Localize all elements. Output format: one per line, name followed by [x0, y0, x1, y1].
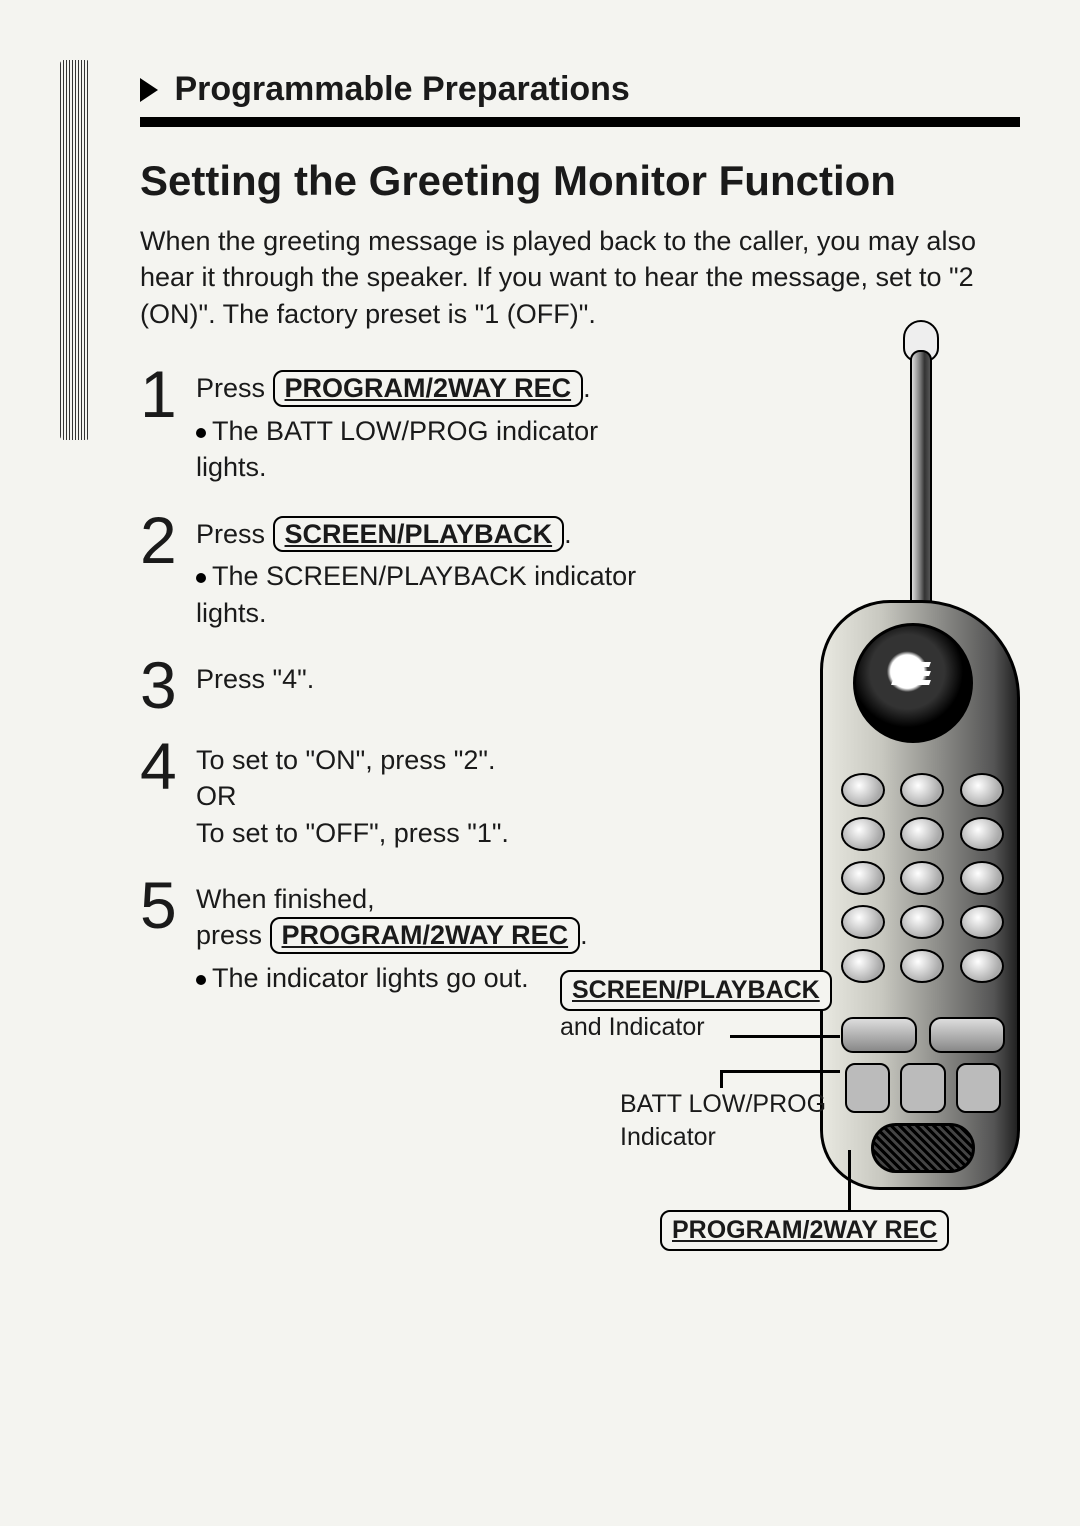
program-2way-rec-button-label: PROGRAM/2WAY REC [660, 1210, 949, 1251]
key [900, 773, 944, 807]
key [900, 817, 944, 851]
step-body: Press SCREEN/PLAYBACK. The SCREEN/PLAYBA… [196, 514, 650, 631]
key [841, 905, 885, 939]
step-1: 1 Press PROGRAM/2WAY REC. The BATT LOW/P… [140, 368, 650, 485]
steps-list: 1 Press PROGRAM/2WAY REC. The BATT LOW/P… [140, 368, 650, 996]
step-number: 5 [140, 879, 196, 996]
step-3: 3 Press "4". [140, 659, 650, 712]
step-suffix: . [580, 920, 588, 950]
callout-program-2way-rec: PROGRAM/2WAY REC [660, 1210, 949, 1251]
step-text: Press [196, 519, 273, 549]
sp-key [900, 1063, 945, 1113]
bullet-text: The SCREEN/PLAYBACK indicator lights. [196, 561, 636, 627]
leader-line [848, 1150, 851, 1210]
bullet-icon [196, 428, 206, 438]
step-bullet: The SCREEN/PLAYBACK indicator lights. [196, 558, 650, 631]
intro-paragraph: When the greeting message is played back… [140, 223, 1020, 332]
key [960, 817, 1004, 851]
speaker-lines-icon [892, 662, 936, 692]
step-bullet: The indicator lights go out. [196, 960, 588, 996]
earpiece [853, 623, 973, 743]
step-body: Press PROGRAM/2WAY REC. The BATT LOW/PRO… [196, 368, 650, 485]
divider [140, 117, 1020, 127]
keypad [841, 773, 1005, 983]
bullet-text: The BATT LOW/PROG indicator lights. [196, 416, 598, 482]
leader-line [730, 1035, 840, 1038]
step-number: 2 [140, 514, 196, 631]
step-number: 1 [140, 368, 196, 485]
handset-diagram: SCREEN/PLAYBACK and Indicator BATT LOW/P… [600, 430, 1020, 1250]
page-title: Setting the Greeting Monitor Function [140, 157, 1020, 205]
screen-playback-button-label: SCREEN/PLAYBACK [560, 970, 832, 1011]
sp-key [845, 1063, 890, 1113]
antenna [910, 350, 932, 610]
section-header: Programmable Preparations [140, 70, 1020, 109]
step-suffix: . [564, 519, 572, 549]
step-text: Press "4". [196, 664, 314, 694]
bullet-icon [196, 573, 206, 583]
key [960, 861, 1004, 895]
func-key [929, 1017, 1005, 1053]
step-number: 4 [140, 740, 196, 851]
arrow-right-icon [140, 78, 158, 102]
section-title: Programmable Preparations [174, 70, 629, 108]
key [900, 905, 944, 939]
key [841, 949, 885, 983]
leader-line [720, 1070, 723, 1088]
key [841, 773, 885, 807]
func-key [841, 1017, 917, 1053]
special-keys [845, 1063, 1001, 1113]
step-body: When finished, press PROGRAM/2WAY REC. T… [196, 879, 588, 996]
step-line: To set to "OFF", press "1". [196, 815, 509, 851]
phone-body [820, 600, 1020, 1190]
step-line: To set to "ON", press "2". [196, 742, 509, 778]
key [900, 861, 944, 895]
leader-line [720, 1070, 840, 1073]
step-4: 4 To set to "ON", press "2". OR To set t… [140, 740, 650, 851]
sp-key [956, 1063, 1001, 1113]
callout-text: BATT LOW/PROG [620, 1090, 826, 1118]
bullet-icon [196, 975, 206, 985]
step-line: OR [196, 778, 509, 814]
callout-subtext: Indicator [620, 1123, 716, 1151]
step-number: 3 [140, 659, 196, 712]
key [841, 861, 885, 895]
step-bullet: The BATT LOW/PROG indicator lights. [196, 413, 650, 486]
handset-illustration [820, 430, 1020, 1190]
page-binding-edge [60, 60, 90, 440]
key [900, 949, 944, 983]
step-suffix: . [583, 373, 591, 403]
key [960, 773, 1004, 807]
step-2: 2 Press SCREEN/PLAYBACK. The SCREEN/PLAY… [140, 514, 650, 631]
callout-subtext: and Indicator [560, 1013, 705, 1041]
step-body: Press "4". [196, 659, 314, 712]
function-row [841, 1017, 1005, 1053]
step-body: To set to "ON", press "2". OR To set to … [196, 740, 509, 851]
key [960, 905, 1004, 939]
microphone [871, 1123, 975, 1173]
callout-batt-low-prog: BATT LOW/PROG Indicator [620, 1088, 826, 1153]
program-2way-rec-button-label: PROGRAM/2WAY REC [270, 917, 581, 953]
key [960, 949, 1004, 983]
step-text: Press [196, 373, 273, 403]
screen-playback-button-label: SCREEN/PLAYBACK [273, 516, 565, 552]
key [841, 817, 885, 851]
callout-screen-playback: SCREEN/PLAYBACK and Indicator [560, 970, 832, 1043]
program-2way-rec-button-label: PROGRAM/2WAY REC [273, 370, 584, 406]
bullet-text: The indicator lights go out. [212, 963, 529, 993]
